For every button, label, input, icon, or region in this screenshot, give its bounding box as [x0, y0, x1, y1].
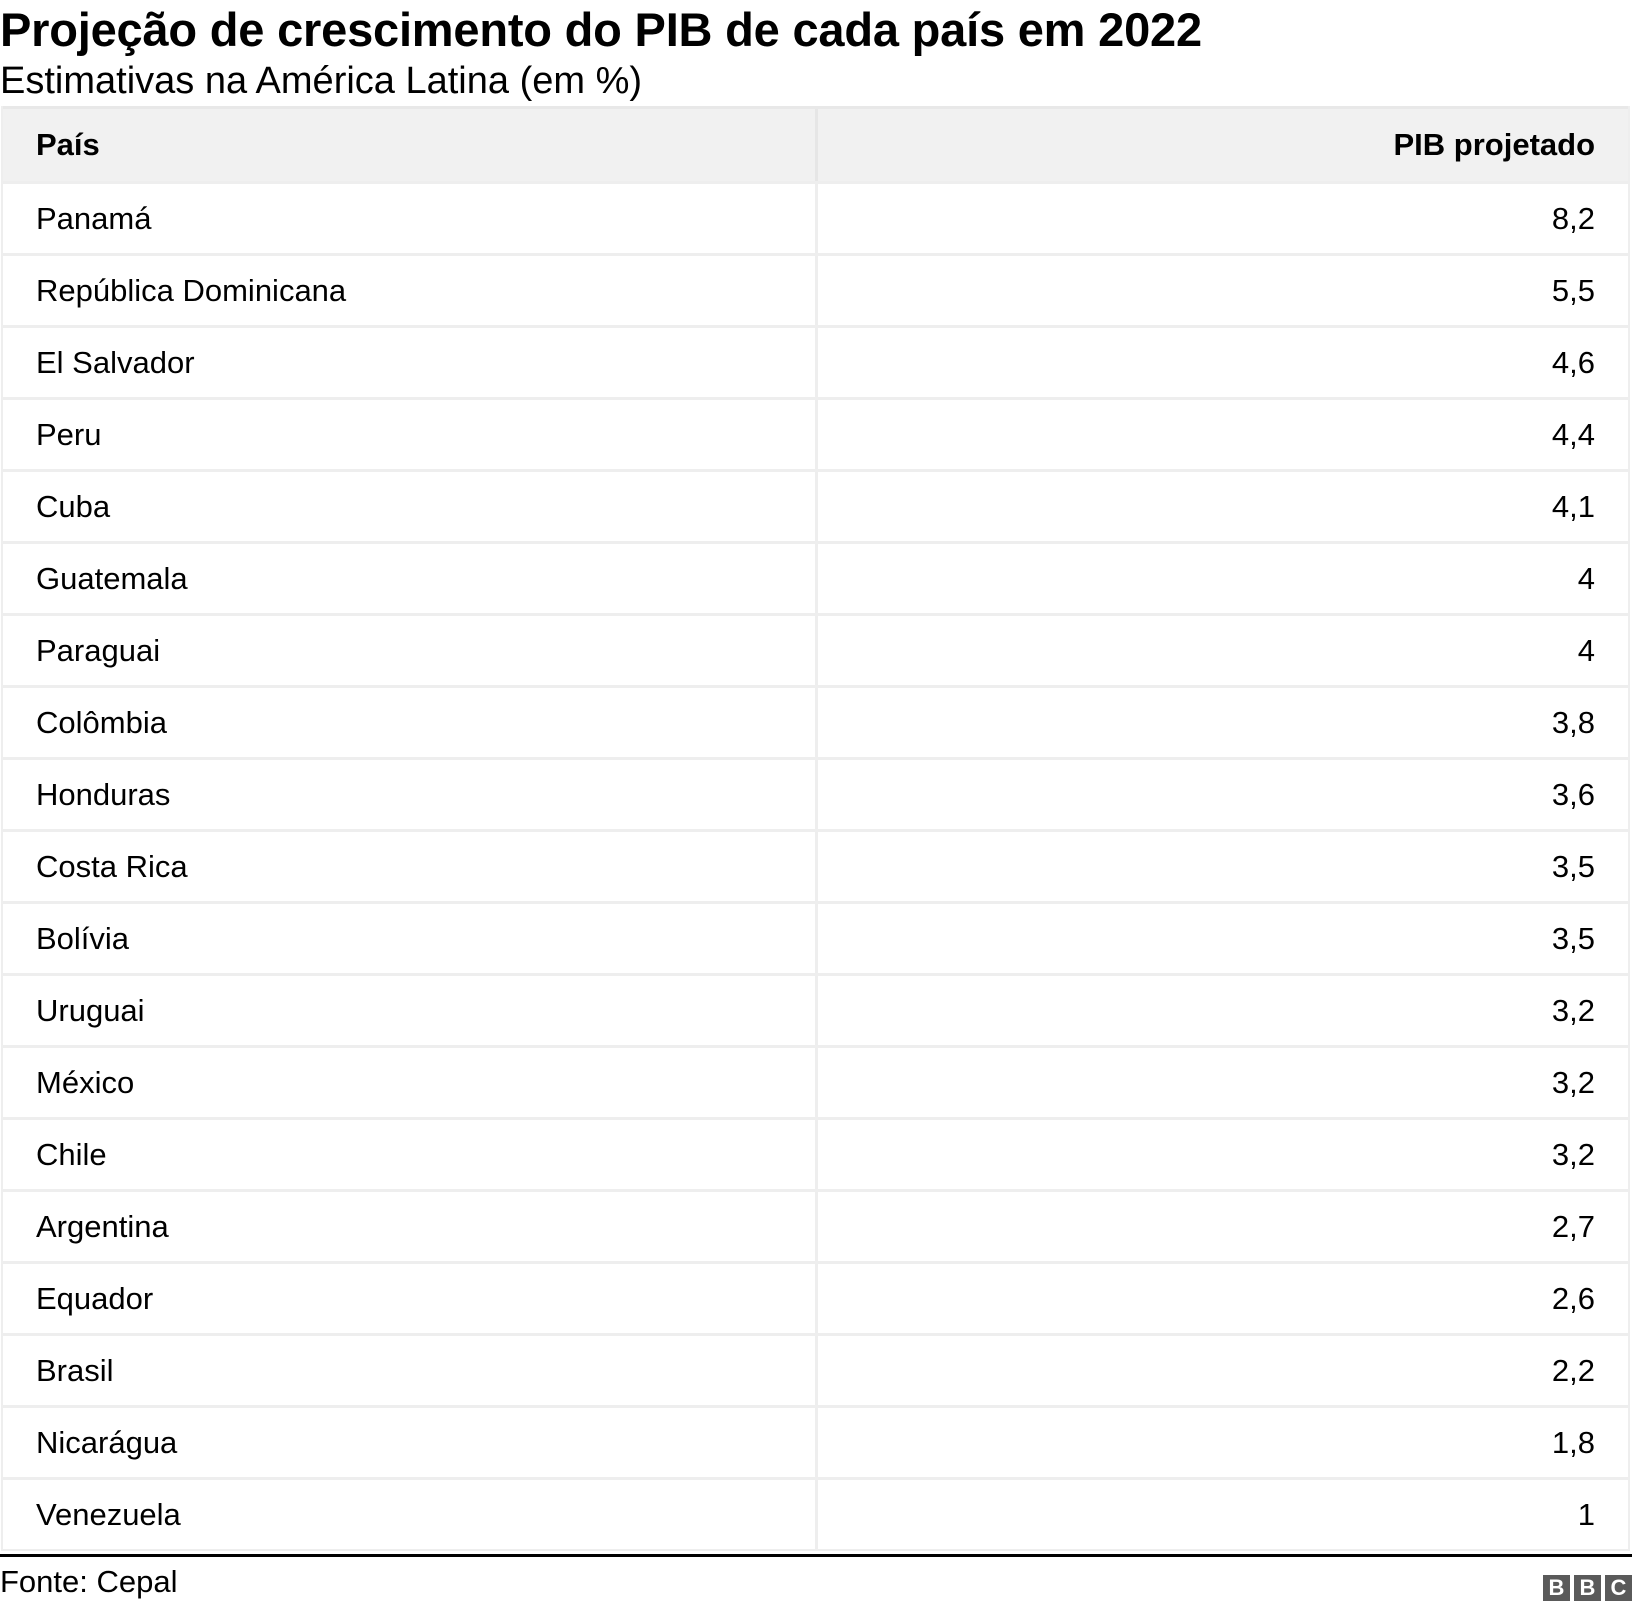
gdp-value-cell: 4,1 [1551, 488, 1595, 524]
gdp-value-cell: 2,7 [1551, 1208, 1595, 1244]
table-row: Honduras 3,6 [3, 757, 1628, 829]
table-row: El Salvador 4,6 [3, 325, 1628, 397]
table-row: Cuba 4,1 [3, 469, 1628, 541]
table-row: Colômbia 3,8 [3, 685, 1628, 757]
country-cell: Honduras [3, 760, 818, 829]
gdp-value-cell: 4,6 [1551, 344, 1595, 380]
page-title: Projeção de crescimento do PIB de cada p… [0, 3, 1202, 56]
gdp-value-cell: 4 [1577, 632, 1595, 668]
table-row: Bolívia 3,5 [3, 901, 1628, 973]
table-row: Brasil 2,2 [3, 1333, 1628, 1405]
gdp-value-cell: 3,8 [1551, 704, 1595, 740]
country-cell: Bolívia [3, 904, 818, 973]
bbc-logo-letter: C [1605, 1575, 1632, 1601]
table-row: Nicarágua 1,8 [3, 1405, 1628, 1477]
country-cell: Cuba [3, 472, 818, 541]
table-row: Venezuela 1 [3, 1477, 1628, 1549]
table-row: Argentina 2,7 [3, 1189, 1628, 1261]
gdp-value-cell: 8,2 [1551, 200, 1595, 236]
table-row: Peru 4,4 [3, 397, 1628, 469]
source-note: Fonte: Cepal [0, 1564, 178, 1599]
bbc-logo-icon: B B C [1543, 1575, 1632, 1601]
country-cell: Uruguai [3, 976, 818, 1045]
country-cell: Panamá [3, 184, 818, 253]
table-row: México 3,2 [3, 1045, 1628, 1117]
bbc-logo-letter: B [1543, 1575, 1570, 1601]
country-cell: Colômbia [3, 688, 818, 757]
column-header-country: País [3, 109, 818, 181]
country-cell: El Salvador [3, 328, 818, 397]
footer-divider [0, 1554, 1632, 1557]
bbc-logo-letter: B [1574, 1575, 1601, 1601]
country-cell: Paraguai [3, 616, 818, 685]
table-row: Costa Rica 3,5 [3, 829, 1628, 901]
gdp-value-cell: 4,4 [1551, 416, 1595, 452]
table-row: Paraguai 4 [3, 613, 1628, 685]
column-header-gdp: PIB projetado [1393, 127, 1595, 162]
country-cell: Guatemala [3, 544, 818, 613]
country-cell: Costa Rica [3, 832, 818, 901]
gdp-value-cell: 4 [1577, 560, 1595, 596]
table-row: Chile 3,2 [3, 1117, 1628, 1189]
table-row: República Dominicana 5,5 [3, 253, 1628, 325]
country-cell: Equador [3, 1264, 818, 1333]
table-row: Equador 2,6 [3, 1261, 1628, 1333]
gdp-value-cell: 5,5 [1551, 272, 1595, 308]
gdp-value-cell: 2,6 [1551, 1280, 1595, 1316]
table-header-row: País PIB projetado [3, 106, 1628, 181]
table-row: Guatemala 4 [3, 541, 1628, 613]
gdp-value-cell: 3,6 [1551, 776, 1595, 812]
table-row: Uruguai 3,2 [3, 973, 1628, 1045]
gdp-value-cell: 3,5 [1551, 920, 1595, 956]
gdp-value-cell: 3,2 [1551, 1136, 1595, 1172]
page-subtitle: Estimativas na América Latina (em %) [0, 60, 643, 102]
gdp-table: País PIB projetado Panamá 8,2 República … [1, 106, 1630, 1551]
country-cell: Brasil [3, 1336, 818, 1405]
gdp-value-cell: 3,2 [1551, 992, 1595, 1028]
gdp-value-cell: 3,5 [1551, 848, 1595, 884]
country-cell: Peru [3, 400, 818, 469]
country-cell: Venezuela [3, 1480, 818, 1549]
country-cell: Nicarágua [3, 1408, 818, 1477]
gdp-value-cell: 3,2 [1551, 1064, 1595, 1100]
gdp-value-cell: 2,2 [1551, 1352, 1595, 1388]
table-row: Panamá 8,2 [3, 181, 1628, 253]
country-cell: Argentina [3, 1192, 818, 1261]
gdp-value-cell: 1 [1577, 1496, 1595, 1532]
gdp-value-cell: 1,8 [1551, 1424, 1595, 1460]
country-cell: Chile [3, 1120, 818, 1189]
country-cell: República Dominicana [3, 256, 818, 325]
country-cell: México [3, 1048, 818, 1117]
